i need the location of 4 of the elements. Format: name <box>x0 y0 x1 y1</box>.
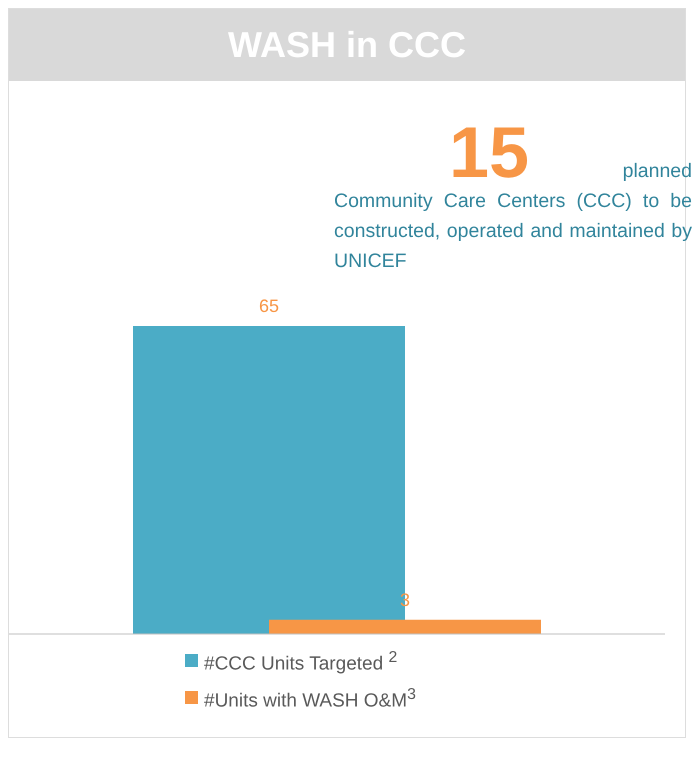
legend-label: #Units with WASH O&M$^{3}$ <box>204 685 416 714</box>
data-label: 65 <box>258 296 280 316</box>
legend-label: #CCC Units Targeted $^{2}$ <box>204 648 398 676</box>
data-label: 3 <box>400 590 410 610</box>
